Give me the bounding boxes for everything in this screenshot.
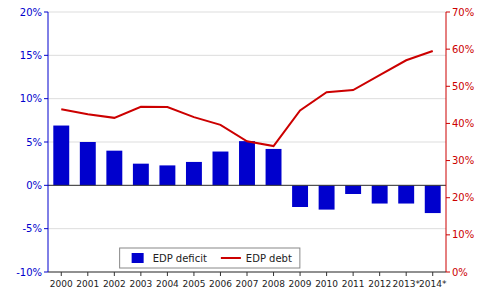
legend-box xyxy=(120,248,300,268)
x-tick-label: 2004 xyxy=(156,279,179,289)
y2-tick xyxy=(446,12,450,13)
y2-tick xyxy=(446,272,450,273)
x-tick xyxy=(247,272,248,276)
x-tick-label: 2014* xyxy=(419,279,447,289)
bar xyxy=(80,142,96,185)
legend: EDP deficit EDP debt xyxy=(120,248,300,268)
x-tick xyxy=(114,272,115,276)
y-tick-label: 0% xyxy=(26,180,42,191)
y-tick xyxy=(44,228,48,229)
bar xyxy=(106,151,122,186)
x-tick-label: 2013* xyxy=(392,279,420,289)
x-tick-label: 2006 xyxy=(209,279,232,289)
bar xyxy=(266,149,282,185)
bar xyxy=(213,152,229,186)
bar xyxy=(159,165,175,185)
x-tick-label: 2001 xyxy=(76,279,99,289)
x-tick-label: 2003 xyxy=(129,279,152,289)
x-tick xyxy=(273,272,274,276)
x-tick-label: 2008 xyxy=(262,279,285,289)
y-tick-label: 10% xyxy=(20,93,42,104)
bar xyxy=(345,185,361,194)
legend-swatch xyxy=(221,257,241,259)
x-tick xyxy=(406,272,407,276)
y2-tick xyxy=(446,123,450,124)
y2-tick-label: 50% xyxy=(452,81,474,92)
x-tick-label: 2012 xyxy=(368,279,391,289)
x-tick-label: 2005 xyxy=(182,279,205,289)
bar xyxy=(372,185,388,203)
x-tick xyxy=(167,272,168,276)
y-tick-label: 15% xyxy=(20,50,42,61)
y-tick xyxy=(44,185,48,186)
x-tick xyxy=(379,272,380,276)
y-tick-label: 5% xyxy=(26,137,42,148)
x-tick-label: 2010 xyxy=(315,279,338,289)
bar xyxy=(239,141,255,185)
y-tick-label: -5% xyxy=(23,223,42,234)
chart: -10% -5% 0% 5% 10% 15% 20% 0% 10% 20% 30% 40% 50% 60%… xyxy=(0,0,491,302)
y2-tick xyxy=(446,234,450,235)
y2-tick-label: 0% xyxy=(452,267,468,278)
y-tick xyxy=(44,142,48,143)
bar xyxy=(319,185,335,209)
x-tick-label: 2007 xyxy=(236,279,259,289)
bar xyxy=(425,185,441,213)
y-tick-label: -10% xyxy=(16,267,42,278)
y2-tick-label: 10% xyxy=(452,229,474,240)
grid-line xyxy=(48,98,446,99)
x-tick xyxy=(87,272,88,276)
legend-label: EDP debt xyxy=(246,253,292,264)
x-tick-label: 2000 xyxy=(50,279,73,289)
y-tick xyxy=(44,12,48,13)
bar xyxy=(398,185,414,203)
x-tick xyxy=(140,272,141,276)
y2-tick-label: 40% xyxy=(452,118,474,129)
x-tick-label: 2011 xyxy=(342,279,365,289)
y-tick xyxy=(44,98,48,99)
grid-line xyxy=(48,12,446,13)
y-tick xyxy=(44,55,48,56)
plot-area xyxy=(53,51,440,213)
y2-tick xyxy=(446,49,450,50)
zero-line xyxy=(48,185,446,186)
line xyxy=(61,51,432,146)
y-tick-label: 20% xyxy=(20,7,42,18)
bar xyxy=(186,162,202,185)
y2-axis-line xyxy=(446,12,447,272)
bar xyxy=(53,126,69,186)
y2-tick-label: 30% xyxy=(452,155,474,166)
grid-line xyxy=(48,228,446,229)
grid-line xyxy=(48,185,446,186)
x-tick xyxy=(300,272,301,276)
bar xyxy=(133,164,149,186)
bar xyxy=(292,185,308,207)
y2-tick xyxy=(446,160,450,161)
y2-tick xyxy=(446,86,450,87)
y2-tick-label: 20% xyxy=(452,192,474,203)
y2-tick xyxy=(446,197,450,198)
x-tick-label: 2009 xyxy=(289,279,312,289)
x-tick xyxy=(193,272,194,276)
x-tick xyxy=(61,272,62,276)
x-tick xyxy=(432,272,433,276)
y-tick xyxy=(44,272,48,273)
x-tick xyxy=(353,272,354,276)
x-tick xyxy=(326,272,327,276)
grid-line xyxy=(48,55,446,56)
y2-tick-label: 60% xyxy=(452,44,474,55)
x-tick-label: 2002 xyxy=(103,279,126,289)
x-tick xyxy=(220,272,221,276)
legend-label: EDP deficit xyxy=(153,253,207,264)
y2-tick-label: 70% xyxy=(452,7,474,18)
legend-swatch xyxy=(132,253,144,263)
